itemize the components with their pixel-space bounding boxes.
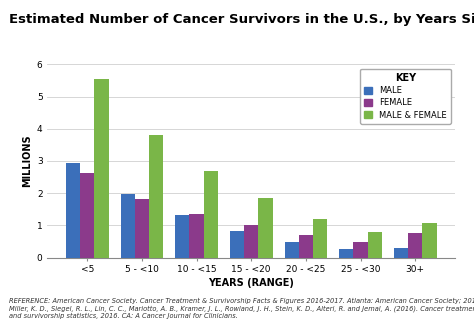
Legend: MALE, FEMALE, MALE & FEMALE: MALE, FEMALE, MALE & FEMALE bbox=[360, 69, 451, 124]
Bar bbox=[190, 214, 204, 258]
Text: REFERENCE: American Cancer Society. Cancer Treatment & Survivorship Facts & Figu: REFERENCE: American Cancer Society. Canc… bbox=[9, 298, 474, 319]
Bar bbox=[339, 249, 354, 258]
Bar bbox=[354, 242, 368, 258]
Bar bbox=[368, 232, 382, 258]
Bar bbox=[244, 225, 258, 258]
Y-axis label: MILLIONS: MILLIONS bbox=[23, 135, 33, 187]
Bar bbox=[66, 163, 80, 258]
Bar bbox=[258, 198, 273, 258]
Bar bbox=[120, 194, 135, 258]
Bar bbox=[394, 248, 408, 258]
Bar bbox=[204, 171, 218, 258]
Bar bbox=[284, 242, 299, 258]
Bar bbox=[135, 199, 149, 258]
Bar bbox=[408, 233, 422, 258]
Bar bbox=[230, 231, 244, 258]
X-axis label: YEARS (RANGE): YEARS (RANGE) bbox=[208, 279, 294, 289]
Bar bbox=[313, 219, 327, 258]
Bar bbox=[149, 135, 163, 258]
Bar bbox=[422, 223, 437, 258]
Bar bbox=[299, 235, 313, 258]
Bar bbox=[94, 79, 109, 258]
Bar bbox=[175, 215, 190, 258]
Text: Estimated Number of Cancer Survivors in the U.S., by Years Since Diagnosis: Estimated Number of Cancer Survivors in … bbox=[9, 13, 474, 26]
Bar bbox=[80, 173, 94, 258]
